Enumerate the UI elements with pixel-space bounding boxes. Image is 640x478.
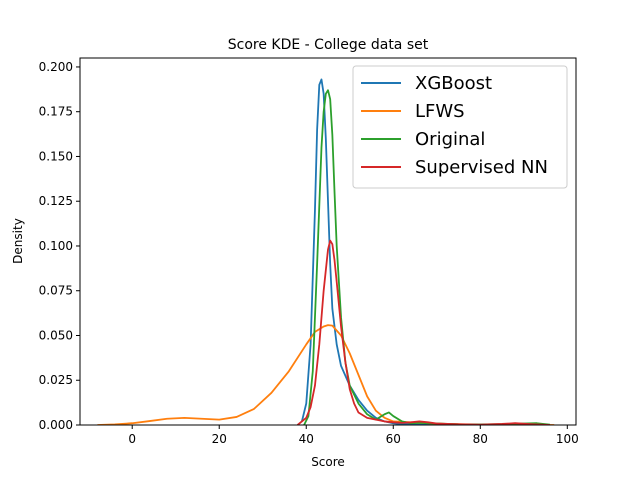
y-tick-label: 0.075 bbox=[39, 284, 73, 298]
y-tick-label: 0.150 bbox=[39, 149, 73, 163]
plot-frame bbox=[79, 57, 577, 426]
series-lines bbox=[97, 78, 555, 425]
y-axis-title: Density bbox=[11, 218, 25, 264]
x-axis: 0 20 40 60 80 100 bbox=[128, 425, 579, 446]
y-tick-label: 0.050 bbox=[39, 328, 73, 342]
y-tick-label: 0.125 bbox=[39, 194, 73, 208]
legend: XGBoost LFWS Original Supervised NN bbox=[352, 65, 568, 189]
legend-label: LFWS bbox=[415, 101, 465, 122]
x-tick-label: 40 bbox=[299, 432, 314, 446]
legend-box bbox=[352, 65, 568, 189]
y-tick-label: 0.175 bbox=[39, 105, 73, 119]
y-axis: 0.000 0.025 0.050 0.075 0.100 0.125 0.150 0.175… bbox=[39, 60, 80, 432]
y-tick-label: 0.025 bbox=[39, 373, 73, 387]
y-tick-label: 0.200 bbox=[39, 60, 73, 74]
x-axis-title: Score bbox=[311, 455, 345, 469]
series-line-lfws bbox=[97, 324, 555, 425]
chart-title: Score KDE - College data set bbox=[228, 37, 429, 53]
x-tick-label: 80 bbox=[473, 432, 488, 446]
x-tick-label: 60 bbox=[386, 432, 401, 446]
legend-label: XGBoost bbox=[415, 73, 492, 94]
series-line-xgboost bbox=[301, 78, 437, 425]
legend-label: Original bbox=[415, 129, 485, 150]
x-tick-label: 20 bbox=[212, 432, 227, 446]
legend-label: Supervised NN bbox=[415, 157, 548, 178]
y-tick-label: 0.000 bbox=[39, 418, 73, 432]
series-line-supervised-nn bbox=[296, 239, 550, 425]
x-tick-label: 0 bbox=[128, 432, 136, 446]
x-tick-label: 100 bbox=[556, 432, 579, 446]
y-tick-label: 0.100 bbox=[39, 239, 73, 253]
